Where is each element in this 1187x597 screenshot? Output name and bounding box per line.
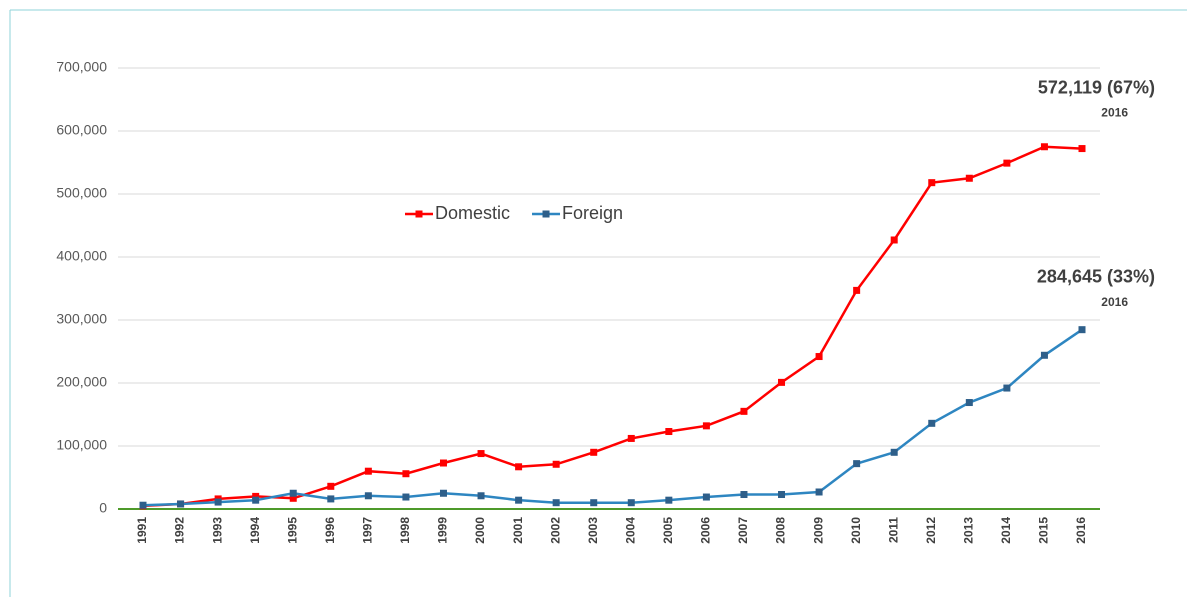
x-tick-label: 1994 [248, 517, 262, 544]
x-tick-label: 1997 [361, 517, 375, 544]
legend-marker [415, 210, 423, 218]
marker [552, 460, 560, 468]
marker [740, 491, 748, 499]
x-tick-label: 1992 [173, 517, 187, 544]
marker [928, 179, 936, 187]
legend-label: Foreign [562, 203, 623, 223]
marker [778, 491, 786, 499]
marker [515, 463, 523, 471]
marker [327, 482, 335, 490]
marker [252, 492, 260, 500]
marker [815, 353, 823, 361]
marker [665, 428, 673, 436]
marker [327, 495, 335, 503]
marker [139, 501, 147, 509]
marker [702, 422, 710, 430]
marker [928, 419, 936, 427]
y-tick-label: 600,000 [56, 122, 107, 138]
marker [740, 407, 748, 415]
x-tick-label: 1991 [135, 517, 149, 544]
marker [1003, 159, 1011, 167]
marker [402, 493, 410, 501]
marker [477, 492, 485, 500]
y-tick-label: 0 [99, 500, 107, 516]
marker [439, 489, 447, 497]
marker [515, 496, 523, 504]
marker [815, 488, 823, 496]
x-tick-label: 2016 [1074, 517, 1088, 544]
marker [665, 496, 673, 504]
y-tick-label: 300,000 [56, 311, 107, 327]
marker [965, 399, 973, 407]
annotation-year: 2016 [1101, 295, 1128, 309]
marker [590, 448, 598, 456]
x-tick-label: 2011 [886, 517, 900, 543]
marker [477, 450, 485, 458]
marker [439, 459, 447, 467]
marker [1040, 351, 1048, 359]
y-tick-label: 500,000 [56, 185, 107, 201]
x-tick-label: 2015 [1037, 517, 1051, 544]
marker [1003, 384, 1011, 392]
marker [890, 448, 898, 456]
y-tick-label: 400,000 [56, 248, 107, 264]
marker [702, 493, 710, 501]
x-tick-label: 2007 [736, 517, 750, 544]
marker [214, 498, 222, 506]
x-tick-label: 2013 [961, 517, 975, 544]
marker [402, 470, 410, 478]
series-line [142, 145, 1083, 508]
x-tick-label: 2001 [511, 517, 525, 544]
x-tick-label: 2005 [661, 517, 675, 544]
x-tick-label: 2010 [849, 517, 863, 544]
x-tick-label: 2012 [924, 517, 938, 544]
x-tick-label: 2003 [586, 517, 600, 544]
x-tick-label: 2009 [811, 517, 825, 544]
marker [853, 460, 861, 468]
marker [252, 496, 260, 504]
marker [853, 286, 861, 294]
marker [364, 492, 372, 500]
annotation: 572,119 (67%) [1038, 77, 1155, 97]
marker [289, 489, 297, 497]
legend-marker [542, 210, 550, 218]
marker [289, 494, 297, 502]
marker [1040, 143, 1048, 151]
x-tick-label: 2006 [699, 517, 713, 544]
legend-label: Domestic [435, 203, 510, 223]
y-tick-label: 100,000 [56, 437, 107, 453]
x-tick-label: 2000 [473, 517, 487, 544]
marker [1078, 326, 1086, 334]
marker [364, 467, 372, 475]
x-tick-label: 1993 [210, 517, 224, 544]
x-tick-label: 2004 [623, 517, 637, 544]
x-tick-label: 2008 [774, 517, 788, 544]
annotation-year: 2016 [1101, 106, 1128, 120]
marker [627, 434, 635, 442]
marker [890, 236, 898, 244]
marker [965, 174, 973, 182]
x-tick-label: 1998 [398, 517, 412, 544]
y-tick-label: 700,000 [56, 59, 107, 75]
x-tick-label: 1995 [285, 517, 299, 544]
y-tick-label: 200,000 [56, 374, 107, 390]
marker [552, 499, 560, 507]
marker [627, 499, 635, 507]
marker [590, 499, 598, 507]
marker [1078, 145, 1086, 153]
series-line [142, 328, 1083, 507]
x-tick-label: 2002 [548, 517, 562, 544]
marker [778, 378, 786, 386]
x-tick-label: 1996 [323, 517, 337, 544]
x-tick-label: 2014 [999, 517, 1013, 544]
annotation: 284,645 (33%) [1037, 266, 1155, 286]
marker [177, 500, 185, 508]
x-tick-label: 1999 [436, 517, 450, 544]
